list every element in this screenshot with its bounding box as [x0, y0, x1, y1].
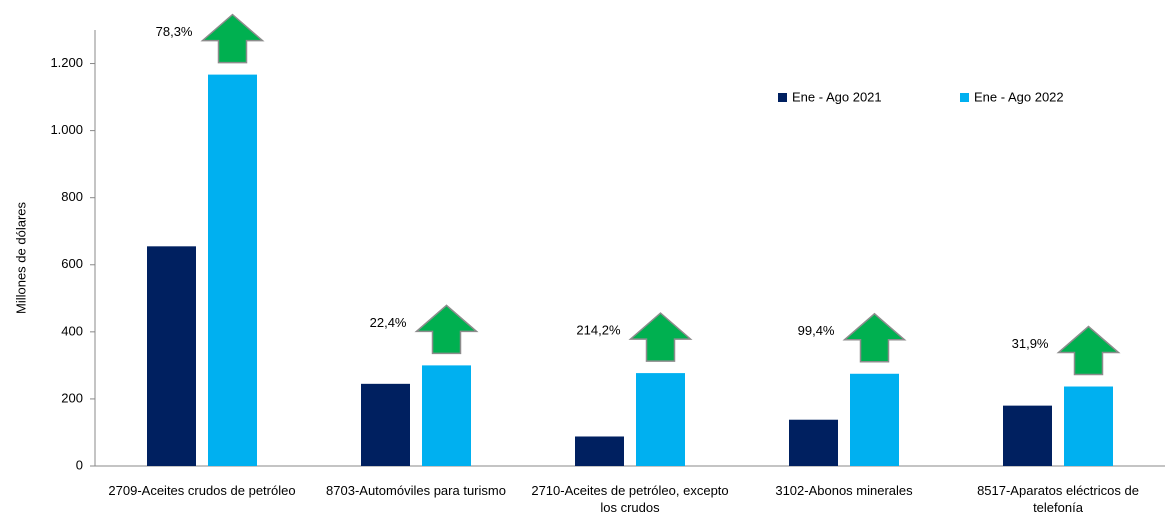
y-tick-label: 800	[61, 189, 83, 204]
bar	[147, 246, 196, 466]
growth-label: 78,3%	[156, 24, 193, 39]
growth-label: 99,4%	[798, 323, 835, 338]
x-tick-label: 2710-Aceites de petróleo, excepto los cr…	[531, 483, 729, 515]
legend-label: Ene - Ago 2022	[974, 89, 1064, 104]
y-tick-label: 600	[61, 256, 83, 271]
bar	[1003, 405, 1052, 466]
y-tick-label: 0	[76, 457, 83, 472]
legend-swatch	[778, 93, 787, 102]
y-tick-label: 200	[61, 390, 83, 405]
bar	[1064, 386, 1113, 466]
growth-arrow	[842, 312, 907, 363]
x-tick-label: 3102-Abonos minerales	[775, 483, 913, 498]
y-tick-label: 1.200	[50, 55, 83, 70]
y-tick-label: 1.000	[50, 122, 83, 137]
bar	[850, 373, 899, 466]
growth-label: 22,4%	[370, 315, 407, 330]
growth-arrow	[414, 304, 479, 355]
bar	[575, 436, 624, 466]
bar	[422, 365, 471, 466]
bar	[789, 419, 838, 466]
growth-arrow	[200, 13, 265, 64]
x-tick-label: 8517-Aparatos eléctricos de telefonía	[977, 483, 1139, 515]
bar	[636, 373, 685, 466]
x-tick-label: 2709-Aceites crudos de petróleo	[108, 483, 296, 498]
y-axis-title: Millones de dólares	[13, 202, 28, 315]
bar	[208, 74, 257, 467]
legend-label: Ene - Ago 2021	[792, 89, 882, 104]
bar	[361, 383, 410, 466]
y-tick-label: 400	[61, 323, 83, 338]
growth-arrow	[628, 312, 693, 362]
x-tick-label: 8703-Automóviles para turismo	[326, 483, 506, 498]
growth-label: 214,2%	[576, 323, 621, 338]
growth-arrow	[1056, 325, 1121, 376]
legend-swatch	[960, 93, 969, 102]
growth-label: 31,9%	[1012, 336, 1049, 351]
